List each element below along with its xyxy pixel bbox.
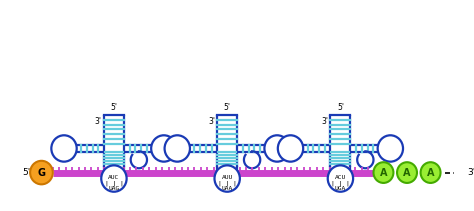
Text: UGA: UGA xyxy=(335,186,346,191)
Text: 3': 3' xyxy=(321,117,328,126)
Ellipse shape xyxy=(420,162,440,183)
Text: AUU: AUU xyxy=(221,175,233,180)
Text: 5': 5' xyxy=(110,103,118,112)
Text: G: G xyxy=(37,168,46,178)
Text: UAG: UAG xyxy=(109,186,119,191)
Text: | | |: | | | xyxy=(331,181,350,186)
Ellipse shape xyxy=(30,161,53,184)
Ellipse shape xyxy=(264,135,290,162)
Text: ACU: ACU xyxy=(335,175,346,180)
Ellipse shape xyxy=(151,135,176,162)
Ellipse shape xyxy=(374,162,393,183)
Ellipse shape xyxy=(101,165,127,192)
Text: A: A xyxy=(403,168,411,178)
Ellipse shape xyxy=(215,165,240,192)
Text: AUC: AUC xyxy=(109,175,119,180)
Text: 3': 3' xyxy=(95,117,102,126)
Text: A: A xyxy=(427,168,434,178)
Text: | | |: | | | xyxy=(218,181,237,186)
Text: 3': 3' xyxy=(208,117,215,126)
Text: UAA: UAA xyxy=(221,186,233,191)
Ellipse shape xyxy=(328,165,353,192)
Ellipse shape xyxy=(378,135,403,162)
Text: 5': 5' xyxy=(224,103,231,112)
Ellipse shape xyxy=(397,162,417,183)
Ellipse shape xyxy=(278,135,303,162)
Text: 5': 5' xyxy=(337,103,344,112)
Text: | | |: | | | xyxy=(105,181,123,186)
Ellipse shape xyxy=(164,135,190,162)
Text: 3': 3' xyxy=(468,168,474,177)
Text: 5': 5' xyxy=(22,168,30,177)
Ellipse shape xyxy=(51,135,77,162)
Text: A: A xyxy=(380,168,387,178)
